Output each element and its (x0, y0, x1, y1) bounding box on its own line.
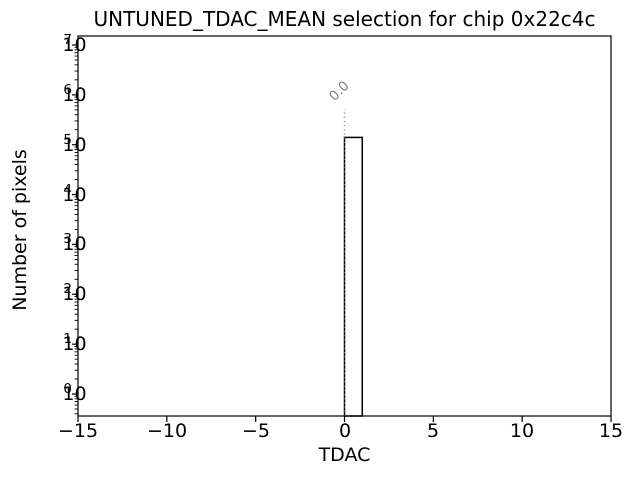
y-tick-label: 10 1 (62, 331, 87, 355)
chart-title: UNTUNED_TDAC_MEAN selection for chip 0x2… (93, 7, 596, 31)
y-tick-label: 10 5 (62, 132, 87, 156)
y-tick-label: 10 4 (62, 182, 87, 206)
x-axis-label: TDAC (318, 444, 371, 466)
y-tick-label: 10 7 (62, 32, 87, 56)
histogram-bar (343, 136, 364, 417)
x-tick-label: −5 (241, 420, 270, 442)
x-tick-label: −10 (146, 420, 188, 442)
x-tick-label: 10 (509, 420, 535, 442)
x-tick-label: −15 (57, 420, 99, 442)
x-tick-label: 15 (598, 420, 624, 442)
y-tick-label: 10 0 (62, 381, 87, 405)
y-tick-label: 10 3 (62, 231, 87, 255)
x-tick-label: 0 (338, 420, 352, 442)
x-tick-label: 5 (426, 420, 440, 442)
y-tick-label: 10 6 (62, 82, 87, 106)
y-tick-label: 10 2 (62, 281, 87, 305)
